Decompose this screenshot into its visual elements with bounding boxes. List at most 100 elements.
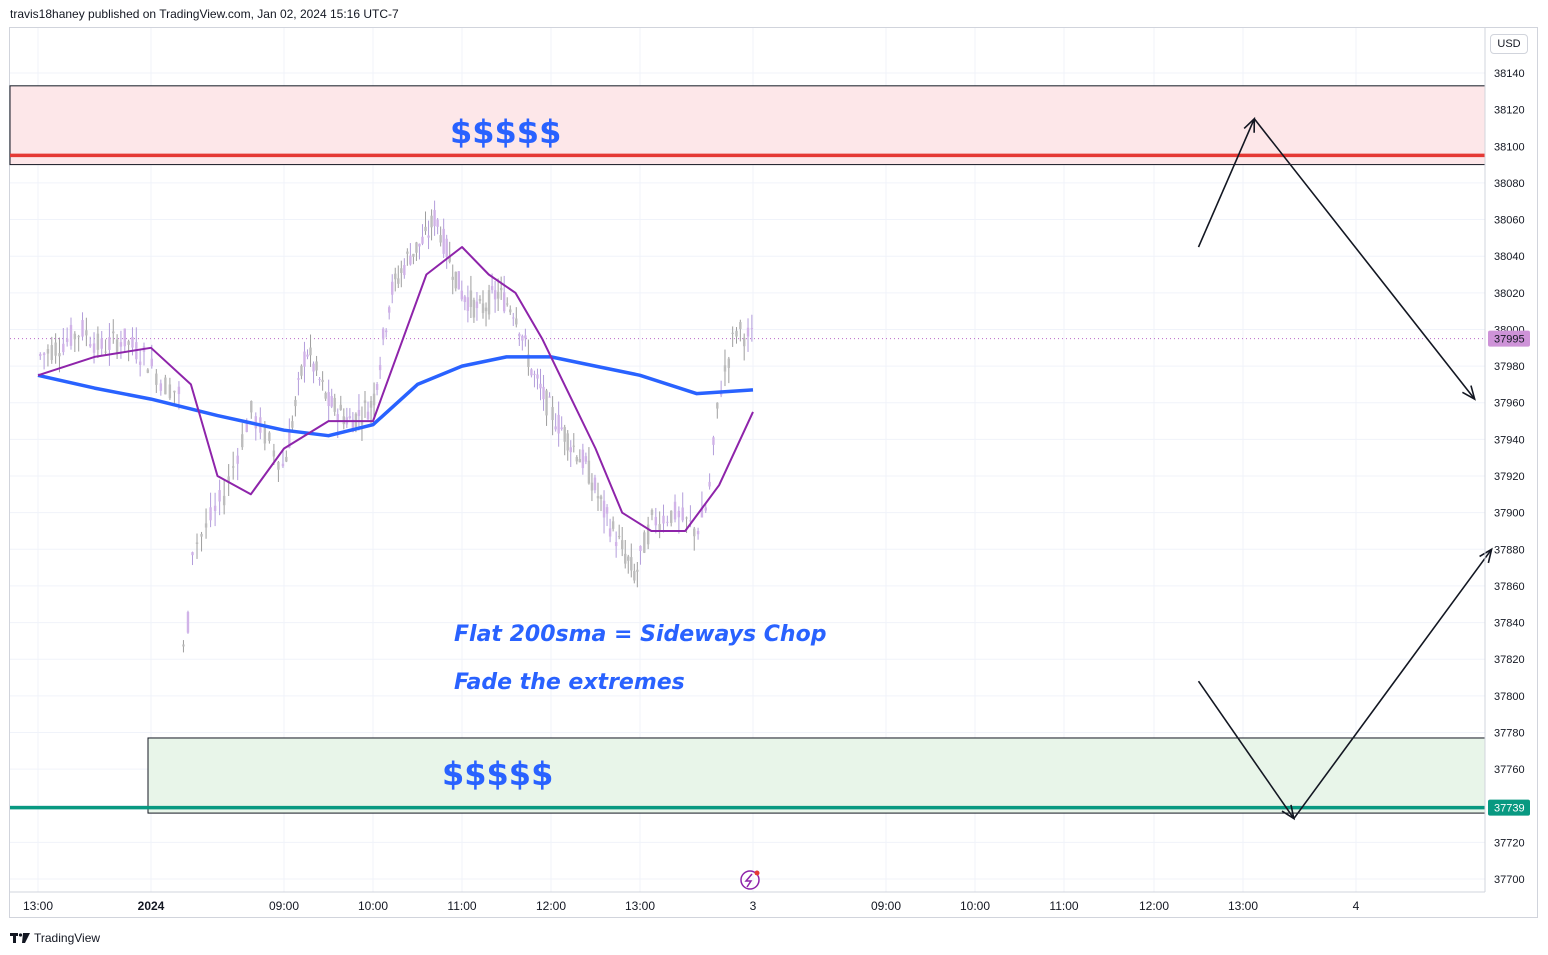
candle	[430, 209, 433, 241]
candle	[427, 220, 430, 250]
candle	[357, 394, 361, 431]
support-price-label: 37739	[1494, 803, 1525, 815]
notification-dot-icon	[754, 870, 760, 876]
candle	[360, 406, 364, 441]
time-tick-label: 13:00	[1228, 899, 1258, 913]
candle	[442, 218, 445, 258]
candle	[499, 276, 503, 300]
candle	[669, 510, 673, 527]
price-tick-label: 37840	[1494, 618, 1525, 630]
candle	[366, 401, 370, 421]
candle	[590, 473, 594, 502]
candle	[719, 380, 723, 398]
demand-zone[interactable]	[147, 737, 1486, 814]
candle	[406, 248, 409, 266]
sma-200-line[interactable]	[37, 355, 754, 438]
price-tick-label: 37760	[1494, 764, 1525, 776]
candle	[200, 531, 203, 552]
price-tick-label: 38100	[1494, 141, 1525, 153]
candle	[742, 333, 746, 361]
candle	[324, 391, 327, 402]
candle	[142, 342, 146, 366]
candle	[627, 554, 630, 574]
candle	[643, 530, 646, 554]
candle	[268, 431, 271, 444]
sma-fast-line[interactable]	[37, 246, 754, 532]
projection-arrow[interactable]	[1293, 548, 1493, 820]
candle	[191, 551, 194, 566]
candle	[569, 440, 572, 468]
candle	[277, 460, 280, 482]
candle	[81, 312, 84, 341]
candle	[515, 307, 518, 328]
candle	[186, 610, 190, 634]
price-tick-label: 37700	[1494, 874, 1525, 886]
price-tick-label: 38120	[1494, 105, 1525, 117]
candle	[633, 563, 636, 584]
candle	[630, 543, 633, 578]
time-tick-label: 13:00	[625, 899, 655, 913]
candle	[731, 326, 734, 347]
candle	[92, 332, 96, 364]
time-tick-label: 11:00	[1049, 899, 1078, 913]
time-tick-label: 11:00	[447, 899, 476, 913]
lightning-icon[interactable]	[740, 870, 760, 890]
candle	[696, 527, 700, 540]
candle	[315, 355, 318, 377]
candle	[578, 449, 582, 463]
projection-arrow[interactable]	[1253, 118, 1476, 400]
currency-button[interactable]: USD	[1490, 34, 1528, 54]
candle	[587, 447, 591, 485]
candle	[677, 506, 681, 534]
time-tick-label: 09:00	[269, 899, 299, 913]
candle	[424, 211, 427, 235]
candle	[213, 492, 217, 527]
candle	[77, 334, 80, 352]
time-tick-label: 10:00	[960, 899, 990, 913]
candle	[309, 334, 312, 367]
supply-zone[interactable]	[9, 85, 1486, 166]
footer-brand[interactable]: TradingView	[10, 930, 100, 946]
candle	[85, 317, 88, 347]
candle	[575, 455, 579, 465]
candle	[333, 393, 336, 416]
price-tick-label: 37940	[1494, 434, 1525, 446]
candle	[727, 356, 731, 384]
candle	[146, 368, 150, 374]
candle	[327, 379, 330, 422]
candle	[439, 226, 442, 247]
candle	[173, 390, 176, 405]
candle	[581, 443, 585, 475]
price-tick-label: 38060	[1494, 215, 1525, 227]
chart-frame	[9, 27, 1538, 918]
candle	[182, 640, 185, 653]
candle	[89, 336, 92, 348]
candle	[294, 396, 297, 417]
candle	[104, 339, 107, 355]
candle	[530, 368, 533, 378]
candle	[62, 328, 65, 356]
candle	[123, 328, 126, 353]
candle	[250, 400, 253, 419]
candle	[484, 302, 488, 327]
price-tick-label: 38020	[1494, 288, 1525, 300]
candle	[584, 452, 588, 465]
price-tick-label: 37900	[1494, 508, 1525, 520]
candle	[288, 418, 291, 449]
candle	[448, 241, 451, 264]
projection-arrow[interactable]	[1197, 118, 1256, 248]
candle	[391, 274, 394, 304]
candle	[518, 332, 521, 346]
projection-arrow[interactable]	[1197, 680, 1295, 820]
candle	[254, 412, 258, 441]
price-tick-label: 37980	[1494, 361, 1525, 373]
candle	[348, 408, 352, 420]
candle	[345, 407, 349, 428]
candle	[746, 318, 750, 352]
candle	[321, 371, 324, 391]
candle	[533, 370, 536, 388]
candle	[58, 337, 61, 373]
candle	[502, 275, 506, 314]
candle	[735, 327, 738, 344]
